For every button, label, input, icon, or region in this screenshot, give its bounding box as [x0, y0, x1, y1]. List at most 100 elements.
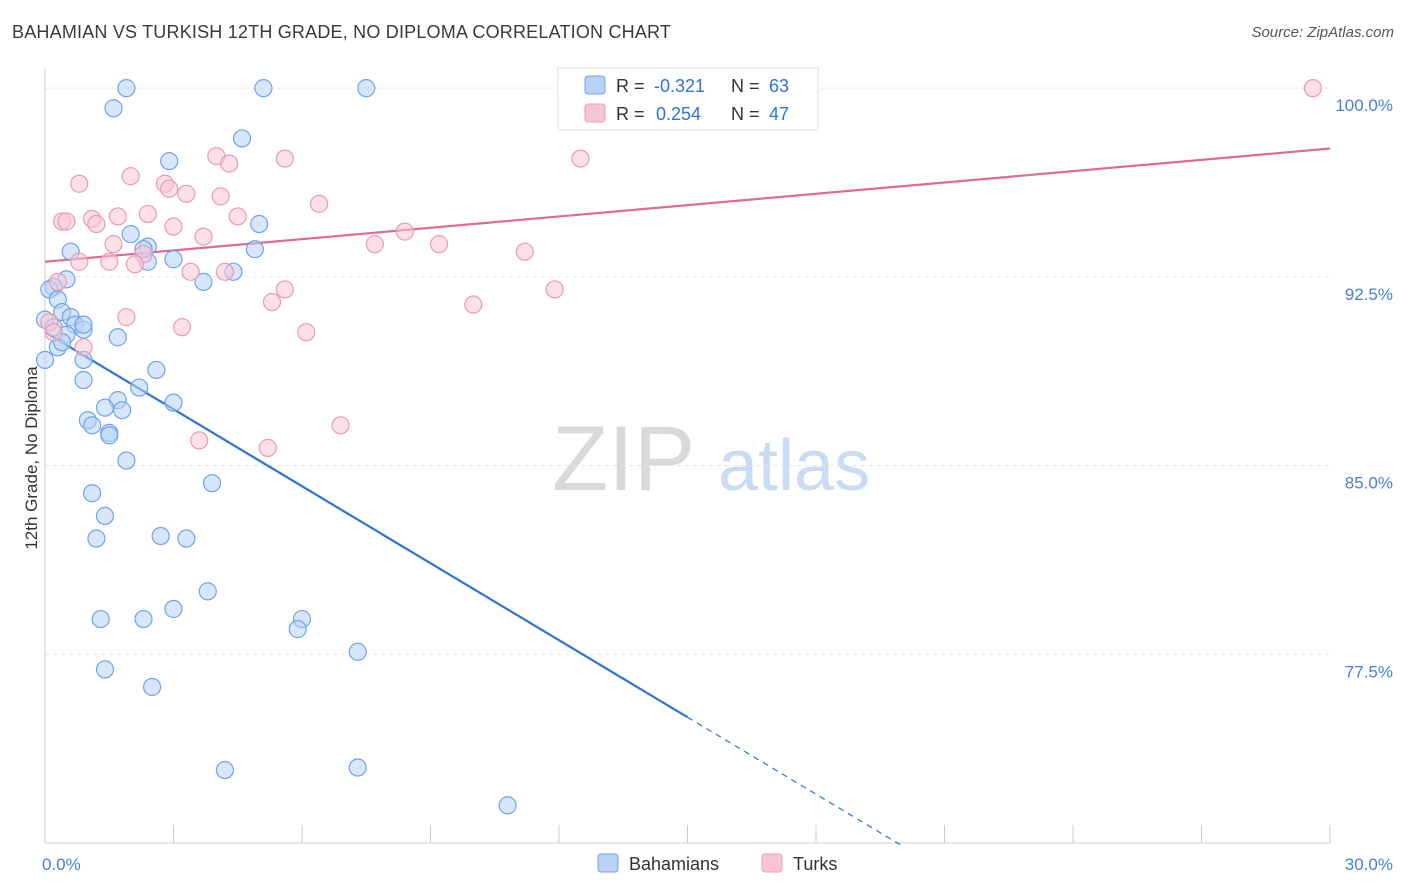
stats-legend-n-value-1: 63	[769, 76, 789, 96]
turks-point	[297, 323, 316, 342]
bahamians-point	[348, 642, 367, 661]
stats-legend-swatch-turks	[584, 103, 606, 123]
turks-point	[100, 252, 119, 271]
x-tick-label: 0.0%	[42, 855, 81, 874]
bahamians-point	[112, 401, 132, 420]
turks-point	[108, 207, 127, 226]
turks-point	[262, 292, 282, 312]
y-axis-label: 12th Grade, No Diploma	[22, 366, 41, 550]
bahamians-point	[288, 620, 307, 639]
grid-lines	[45, 87, 1330, 655]
turks-point	[365, 235, 384, 254]
bahamians-point	[245, 240, 264, 259]
bahamians-point	[254, 79, 273, 98]
turks-point	[275, 280, 294, 299]
bahamians-point	[91, 609, 110, 629]
legend-swatch-turks	[761, 853, 783, 873]
bahamians-point	[250, 214, 269, 234]
bahamians-point	[83, 484, 102, 503]
turks-point	[104, 235, 123, 254]
legend-swatch-bahamians	[597, 853, 619, 873]
bahamians-point	[194, 272, 213, 291]
bahamians-point	[147, 360, 166, 380]
turks-point	[515, 242, 534, 261]
turks-point	[172, 318, 192, 337]
bahamians-point	[87, 529, 106, 548]
turks-point	[117, 308, 136, 327]
bahamians-point	[121, 224, 140, 244]
turks-point	[331, 416, 350, 435]
stats-legend: R = -0.321 N = 63 R = 0.254 N = 47	[557, 67, 819, 131]
bahamians-point	[202, 474, 222, 493]
turks-point	[228, 207, 247, 226]
bahamians-point	[83, 416, 102, 435]
turks-point	[429, 235, 449, 254]
turks-point	[57, 212, 76, 231]
series-legend: Bahamians Turks	[597, 853, 837, 874]
turks-point	[545, 280, 564, 299]
watermark: ZIP atlas	[552, 408, 870, 510]
turks-point	[464, 295, 483, 314]
legend-label-bahamians: Bahamians	[629, 854, 719, 874]
bahamians-point	[130, 378, 149, 397]
bahamians-point	[74, 315, 93, 334]
bahamians-point	[35, 350, 55, 369]
turks-point	[275, 149, 294, 168]
stats-legend-r-value-2: 0.254	[656, 104, 701, 124]
y-tick-label: 92.5%	[1345, 285, 1393, 304]
stats-legend-n-value-2: 47	[769, 104, 789, 124]
bahamians-point	[232, 129, 252, 148]
stats-legend-r-label-2: R =	[616, 104, 650, 124]
data-points	[35, 79, 1322, 815]
turks-point	[211, 187, 230, 206]
bahamians-trend-line	[44, 331, 689, 719]
bahamians-point	[95, 398, 115, 417]
bahamians-point	[164, 250, 183, 269]
turks-point	[70, 174, 89, 193]
turks-point	[125, 255, 145, 274]
turks-point	[70, 252, 89, 271]
bahamians-point	[348, 758, 367, 777]
bahamians-point	[164, 393, 183, 412]
bahamians-point	[117, 79, 136, 98]
chart-source: Source: ZipAtlas.com	[1251, 24, 1394, 41]
bahamians-point	[164, 599, 183, 619]
bahamians-point	[215, 760, 234, 780]
bahamians-point	[151, 526, 170, 546]
bahamians-point	[177, 529, 196, 548]
bahamians-point	[160, 152, 179, 171]
turks-point	[48, 272, 67, 291]
bahamians-point	[117, 451, 136, 470]
turks-point	[571, 149, 590, 168]
turks-point	[44, 323, 63, 342]
stats-legend-n-label-1: N =	[731, 76, 765, 96]
turks-point	[74, 338, 93, 357]
bahamians-point	[357, 79, 376, 98]
turks-point	[220, 154, 239, 173]
chart-title: BAHAMIAN VS TURKISH 12TH GRADE, NO DIPLO…	[12, 22, 672, 42]
bahamians-point	[198, 582, 217, 601]
bahamians-point	[74, 370, 93, 390]
turks-point	[310, 194, 329, 213]
legend-label-turks: Turks	[793, 854, 837, 874]
turks-point	[164, 217, 183, 236]
axes: 100.0% 92.5% 85.0% 77.5% 0.0% 30.0%	[42, 68, 1393, 874]
turks-point	[160, 179, 179, 198]
turks-point	[121, 167, 140, 186]
bahamians-point	[134, 609, 153, 629]
turks-point	[181, 262, 200, 281]
y-tick-label: 100.0%	[1335, 96, 1393, 115]
turks-point	[87, 214, 106, 234]
stats-legend-swatch-bahamians	[584, 75, 606, 95]
y-tick-label: 85.0%	[1345, 474, 1393, 493]
turks-point	[190, 431, 209, 450]
turks-point	[258, 438, 277, 458]
turks-point	[395, 222, 414, 241]
stats-legend-n-label-2: N =	[731, 104, 765, 124]
watermark-zip: ZIP	[552, 408, 695, 510]
bahamians-point	[498, 796, 517, 815]
x-tick-label: 30.0%	[1345, 855, 1393, 874]
bahamians-point	[100, 426, 119, 445]
